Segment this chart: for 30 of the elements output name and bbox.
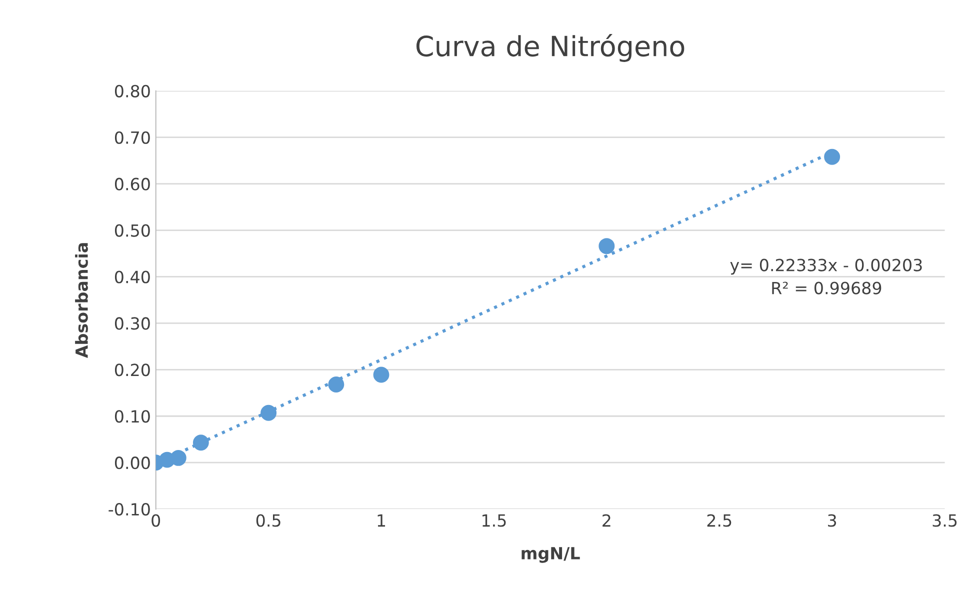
x-tick-label: 2 <box>602 514 610 527</box>
point <box>373 366 390 383</box>
y-tick-label: 0.70 <box>114 131 150 144</box>
chart-title: Curva de Nitrógeno <box>416 34 684 62</box>
x-tick-label: 1.5 <box>482 514 506 527</box>
annotation: R² = 0.99689 <box>772 282 882 294</box>
x-tick-label: 2.5 <box>707 514 732 527</box>
y-axis-title: Absorbancia <box>75 243 88 358</box>
y-tick-label: 0.00 <box>114 456 150 470</box>
x-axis-title: mgN/L <box>522 547 580 563</box>
y-tick-label: 0.80 <box>114 84 150 98</box>
y-tick-label: 0.20 <box>114 364 150 376</box>
x-tick-label: 1 <box>378 514 386 527</box>
y-tick-label: 0.10 <box>114 410 150 423</box>
point <box>170 450 186 466</box>
point <box>260 404 277 421</box>
x-tick-label: 3.5 <box>932 514 957 527</box>
y-tick-label: 0.40 <box>114 270 150 284</box>
x-tick-label: 0 <box>152 514 160 527</box>
x-tick-label: 0.5 <box>256 514 280 527</box>
point <box>824 148 840 165</box>
x-tick-label: 3 <box>828 514 836 527</box>
annotation: y= 0.22333x - 0.00203 <box>730 258 922 275</box>
y-tick-label: -0.10 <box>108 503 150 516</box>
point <box>192 434 209 451</box>
y-tick-label: 0.60 <box>114 178 150 190</box>
y-tick-label: 0.30 <box>114 317 150 330</box>
point <box>328 376 344 393</box>
y-tick-label: 0.50 <box>114 224 150 237</box>
point <box>598 238 615 254</box>
